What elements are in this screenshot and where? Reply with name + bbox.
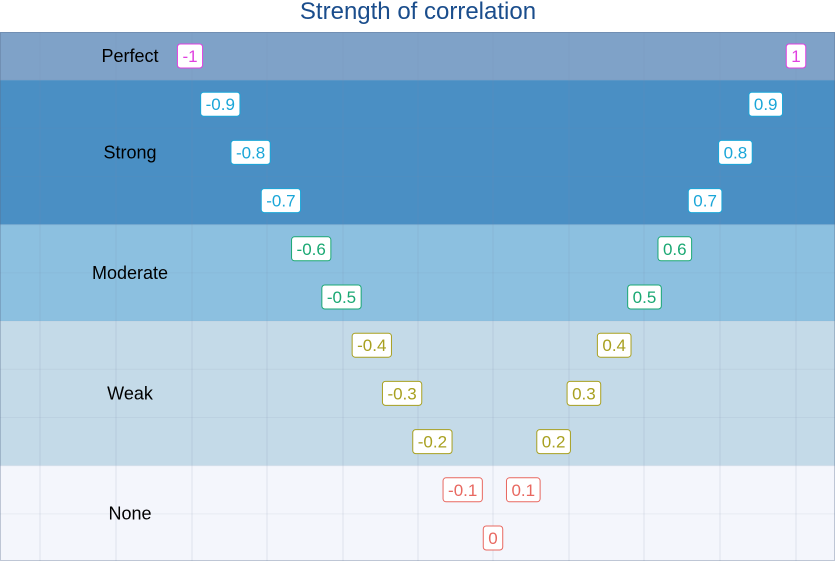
value-label-box	[351, 332, 392, 358]
value-label-text: 0.3	[572, 384, 596, 403]
value-label-box	[442, 477, 483, 503]
value-label: 0.3	[566, 380, 602, 406]
value-label: 0.5	[627, 284, 662, 310]
value-label-box	[176, 43, 204, 69]
value-label: 0.6	[657, 236, 693, 262]
band-perfect	[0, 32, 835, 81]
value-label-text: -0.4	[357, 336, 386, 355]
value-label-text: 0	[488, 529, 497, 548]
value-label-text: 0.6	[663, 240, 687, 259]
value-labels: -1 1 -0.9 0.9 -0.8 0.8 -0.7 0.7 -0.6 0.6 -0.5 0.5 -0…	[176, 43, 807, 551]
value-label: -0.8	[230, 139, 271, 165]
value-label: -1	[176, 43, 204, 69]
value-label-box	[482, 525, 504, 551]
band-backgrounds	[0, 32, 835, 561]
value-label-text: 0.5	[633, 288, 657, 307]
value-label-box	[291, 236, 332, 262]
value-label: 0.4	[596, 332, 632, 358]
category-label-perfect: Perfect	[101, 46, 158, 66]
value-label-text: -0.2	[418, 433, 447, 452]
value-label-text: -0.1	[448, 481, 477, 500]
value-label-box	[230, 139, 271, 165]
value-label-text: -0.3	[387, 384, 416, 403]
value-label: 0	[482, 525, 504, 551]
value-label: 0.8	[718, 139, 753, 165]
grid-lines	[0, 32, 835, 561]
value-label-text: -1	[182, 47, 197, 66]
category-label-strong: Strong	[103, 142, 156, 162]
value-label-text: -0.9	[206, 95, 235, 114]
value-label: 0.1	[505, 477, 541, 503]
category-labels: Perfect Strong Moderate Weak None	[92, 46, 168, 523]
category-label-none: None	[108, 503, 151, 523]
value-label-box	[381, 380, 423, 406]
value-label-box	[260, 188, 302, 214]
value-label-text: 0.8	[724, 143, 748, 162]
value-label-text: -0.5	[327, 288, 356, 307]
value-label: -0.9	[200, 91, 241, 117]
value-label-text: 0.7	[693, 192, 717, 211]
value-label-text: -0.8	[236, 143, 265, 162]
value-label-text: 0.4	[602, 336, 626, 355]
value-label: -0.6	[291, 236, 332, 262]
value-label-box	[627, 284, 662, 310]
value-label: -0.7	[260, 188, 302, 214]
value-label-box	[536, 429, 571, 455]
value-label-text: 0.2	[542, 433, 566, 452]
band-none	[0, 465, 835, 561]
value-label-box	[200, 91, 241, 117]
value-label-box	[596, 332, 632, 358]
value-label-box	[321, 284, 362, 310]
value-label: -0.5	[321, 284, 362, 310]
value-label-box	[412, 429, 453, 455]
value-label: -0.1	[442, 477, 483, 503]
value-label-box	[505, 477, 541, 503]
value-label-text: 1	[791, 47, 800, 66]
value-label-box	[718, 139, 753, 165]
value-label: 1	[785, 43, 807, 69]
value-label-text: -0.7	[266, 192, 295, 211]
value-label: 0.7	[687, 188, 723, 214]
value-label-box	[785, 43, 807, 69]
value-label-text: 0.1	[511, 481, 535, 500]
band-moderate	[0, 224, 835, 322]
value-label: 0.2	[536, 429, 571, 455]
value-label: -0.3	[381, 380, 423, 406]
chart-title: Strength of correlation	[300, 0, 536, 25]
category-label-moderate: Moderate	[92, 263, 168, 283]
category-label-weak: Weak	[107, 383, 154, 403]
value-label: 0.9	[748, 91, 784, 117]
value-label-box	[687, 188, 723, 214]
value-label-box	[748, 91, 784, 117]
value-label: -0.4	[351, 332, 392, 358]
value-label-text: -0.6	[297, 240, 326, 259]
value-label-text: 0.9	[754, 95, 778, 114]
value-label: -0.2	[412, 429, 453, 455]
value-label-box	[566, 380, 602, 406]
value-label-box	[657, 236, 693, 262]
